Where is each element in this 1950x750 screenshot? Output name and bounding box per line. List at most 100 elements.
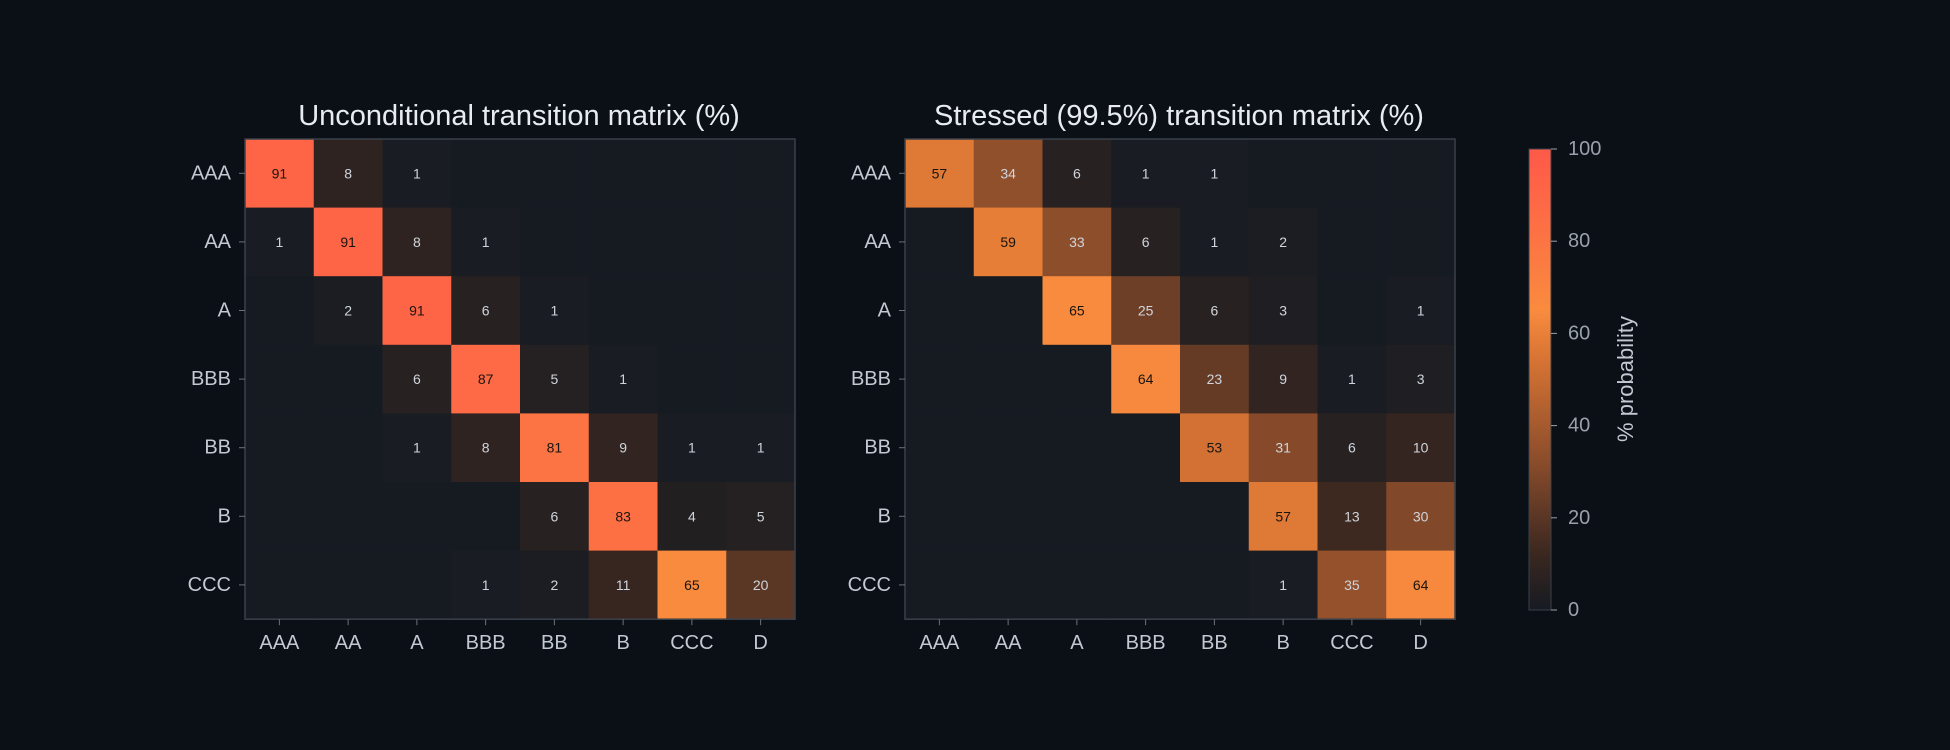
heatmap-cell (905, 276, 975, 346)
heatmap-cell (657, 207, 727, 277)
heatmap-cell (245, 207, 315, 277)
heatmap-cell-label: 25 (1138, 303, 1154, 319)
heatmap-cell (588, 413, 659, 483)
heatmap-cell-label: 35 (1344, 577, 1360, 593)
heatmap-cell-label: 1 (619, 371, 627, 387)
heatmap-cell (451, 413, 521, 483)
heatmap-cell (973, 413, 1044, 483)
heatmap-cell-label: 65 (1069, 303, 1085, 319)
heatmap-cell (1386, 413, 1456, 483)
heatmap-cell (245, 139, 315, 209)
heatmap-cell (245, 413, 315, 483)
column-tick-label: AAA (919, 632, 960, 654)
heatmap-cell-label: 1 (1210, 234, 1218, 250)
column-tick-label: AA (335, 632, 362, 654)
heatmap-cell (1317, 550, 1387, 620)
heatmap-cell (1317, 207, 1387, 277)
heatmap-cell (1386, 276, 1456, 346)
heatmap-cell-label: 87 (478, 371, 494, 387)
heatmap-cell (382, 413, 452, 483)
heatmap-cell (657, 344, 727, 414)
heatmap-cell-label: 10 (1413, 440, 1429, 456)
heatmap-cell-label: 4 (688, 508, 696, 524)
column-tick-label: B (1276, 632, 1289, 654)
heatmap-cell (726, 207, 796, 277)
heatmap-cell (1111, 413, 1181, 483)
heatmap-cell (973, 207, 1044, 277)
heatmap-cell (1248, 344, 1319, 414)
unconditional-matrix-panel: Unconditional transition matrix (%) 91 8 1… (188, 100, 796, 654)
heatmap-cell (973, 482, 1044, 552)
heatmap-cell (382, 482, 452, 552)
heatmap-cell-label: 53 (1207, 440, 1223, 456)
heatmap-cell (313, 413, 384, 483)
heatmap-cell (520, 550, 590, 620)
column-tick-label: BB (541, 632, 568, 654)
heatmap-cell (588, 344, 659, 414)
row-tick-label: CCC (188, 574, 231, 596)
heatmap-cell (1386, 550, 1456, 620)
row-tick-label: AAA (191, 162, 232, 184)
column-tick-label: CCC (1330, 632, 1373, 654)
heatmap-cell (726, 550, 796, 620)
heatmap-cell-label: 57 (1275, 508, 1291, 524)
column-tick-label: B (616, 632, 629, 654)
heatmap-cell-label: 1 (550, 303, 558, 319)
colorbar-tick-label: 40 (1568, 415, 1590, 437)
heatmap-cell (1317, 276, 1387, 346)
colorbar-label: % probability (1613, 316, 1638, 442)
heatmap-cell-label: 1 (275, 234, 283, 250)
heatmap-cell-label: 20 (753, 577, 769, 593)
heatmap-cell-label: 2 (344, 303, 352, 319)
heatmap-cell (1248, 139, 1319, 209)
row-tick-label: A (878, 300, 892, 322)
heatmap-cell-label: 1 (757, 440, 765, 456)
heatmap-cell (451, 344, 521, 414)
heatmap-cell-label: 5 (757, 508, 765, 524)
heatmap-cell (1248, 276, 1319, 346)
colorbar-tick-label: 60 (1568, 322, 1590, 344)
column-tick-label: BBB (466, 632, 506, 654)
heatmap-cell (1317, 413, 1387, 483)
heatmap-cell-label: 6 (482, 303, 490, 319)
heatmap-cell (520, 482, 590, 552)
heatmap-cell (726, 139, 796, 209)
heatmap-cell-label: 65 (684, 577, 700, 593)
heatmap-cell (1042, 139, 1112, 209)
row-tick-label: AA (204, 231, 231, 253)
stressed-matrix-panel: Stressed (99.5%) transition matrix (%) 5… (848, 100, 1456, 654)
heatmap-cell-label: 64 (1138, 371, 1154, 387)
heatmap-cell-label: 1 (413, 440, 421, 456)
heatmap-cell (588, 276, 659, 346)
heatmap-cell-label: 1 (1142, 165, 1150, 181)
heatmap-cell (1111, 139, 1181, 209)
heatmap-cell-label: 34 (1000, 165, 1016, 181)
heatmap-cell-label: 3 (1279, 303, 1287, 319)
colorbar-gradient (1528, 148, 1552, 611)
stressed-matrix-title: Stressed (99.5%) transition matrix (%) (934, 100, 1424, 132)
heatmap-cell (657, 413, 727, 483)
colorbar-tick-label: 80 (1568, 230, 1590, 252)
heatmap-cell (245, 344, 315, 414)
column-tick-label: A (410, 632, 424, 654)
heatmap-cell (451, 207, 521, 277)
heatmap-cell (588, 139, 659, 209)
heatmap-cell-label: 1 (482, 234, 490, 250)
row-tick-label: BBB (851, 368, 891, 390)
heatmap-cell (382, 550, 452, 620)
heatmap-cell (313, 139, 384, 209)
heatmap-cell (726, 413, 796, 483)
heatmap-cell (905, 139, 975, 209)
column-tick-label: CCC (670, 632, 713, 654)
heatmap-cell-label: 11 (616, 577, 631, 593)
heatmap-cell (313, 276, 384, 346)
heatmap-cell-label: 1 (1210, 165, 1218, 181)
heatmap-cell (1042, 207, 1112, 277)
heatmap-cell (1180, 482, 1250, 552)
heatmap-cell (313, 550, 384, 620)
heatmap-cell (1248, 207, 1319, 277)
heatmap-cell (1386, 344, 1456, 414)
heatmap-cell-label: 64 (1413, 577, 1429, 593)
heatmap-cell (1386, 207, 1456, 277)
heatmap-cell (726, 482, 796, 552)
